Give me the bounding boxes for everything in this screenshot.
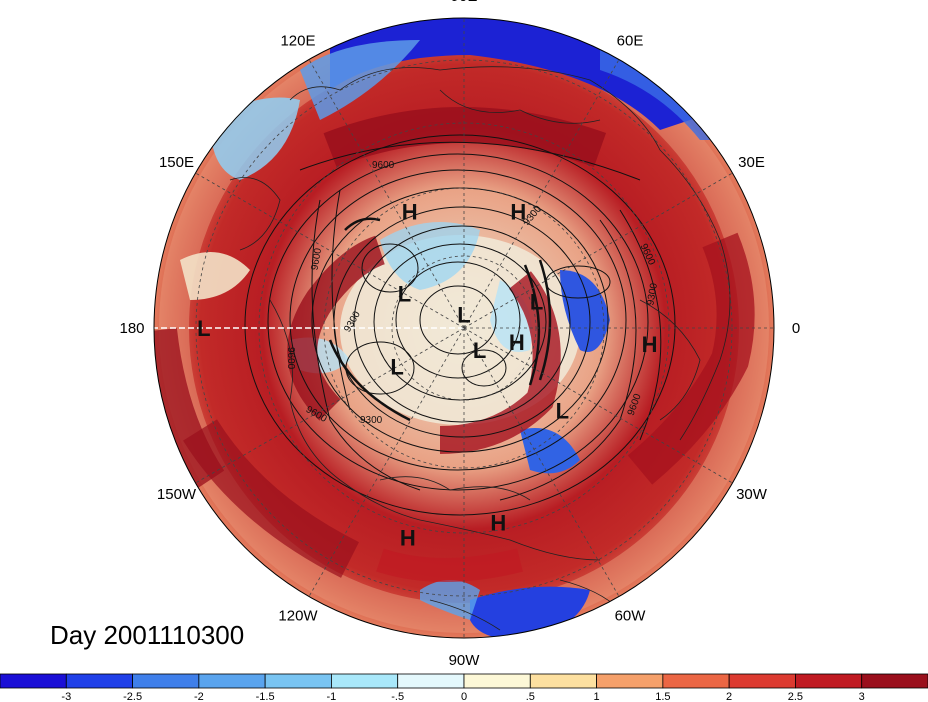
low-pressure-marker: L: [530, 290, 543, 315]
contour-label: 9600: [372, 160, 395, 171]
low-pressure-marker: L: [197, 316, 210, 341]
colorbar-tick-label: -1: [327, 691, 337, 702]
colorbar-swatch: [397, 673, 465, 689]
colorbar-tick-label: 1.5: [655, 691, 670, 702]
colorbar-swatch: [728, 673, 796, 689]
high-pressure-marker: H: [490, 511, 506, 536]
colorbar-swatch: [795, 673, 863, 689]
contour-label: 9300: [645, 282, 660, 306]
colorbar: -3 -2.5 -2 -1.5 -1 -.5 0 .5 1 1.5 2 2.5 3: [0, 673, 928, 702]
map-border: [153, 17, 775, 639]
colorbar-tick-label: 3: [859, 691, 865, 702]
colorbar-swatch: [65, 673, 133, 689]
longitude-label: 120W: [278, 608, 318, 625]
high-pressure-marker: H: [400, 526, 416, 551]
longitude-label: 30W: [736, 486, 768, 503]
longitude-label: 90E: [451, 0, 478, 5]
colorbar-tick-label: -2: [194, 691, 204, 702]
colorbar-tick-label: -3: [61, 691, 71, 702]
high-pressure-marker: H: [642, 332, 658, 357]
longitude-label: 150W: [157, 486, 197, 503]
low-pressure-marker: L: [556, 399, 569, 424]
colorbar-swatch: [861, 673, 928, 689]
longitude-label: 150E: [159, 154, 194, 171]
low-pressure-marker: L: [473, 338, 486, 363]
longitude-label: 30E: [738, 154, 765, 171]
colorbar-swatch: [529, 673, 597, 689]
high-pressure-marker: H: [510, 200, 526, 225]
low-pressure-marker: L: [457, 303, 470, 328]
colorbar-swatch: [662, 673, 730, 689]
graticule: [154, 18, 774, 638]
colorbar-tick-label: 2: [726, 691, 732, 702]
longitude-label: 60W: [615, 608, 647, 625]
colorbar-tick-label: 0: [461, 691, 467, 702]
longitude-label: 90W: [449, 652, 481, 669]
colorbar-swatch: [198, 673, 266, 689]
colorbar-swatch: [596, 673, 664, 689]
contour-label: 9600: [285, 347, 296, 370]
colorbar-tick-label: -.5: [391, 691, 404, 702]
longitude-label: 120E: [280, 33, 315, 50]
contour-label: 9300: [360, 415, 383, 426]
colorbar-tick-label: .5: [526, 691, 535, 702]
longitude-labels: 90E 60E 30E 0 30W 60W 90W 120W 150W 180 150E 120E: [119, 0, 800, 669]
high-pressure-marker: H: [402, 200, 418, 225]
colorbar-swatch: [264, 673, 332, 689]
colorbar-swatch: [0, 673, 67, 689]
page-title: Day 2001110300: [50, 620, 245, 650]
low-pressure-marker: L: [398, 282, 411, 307]
colorbar-swatch: [463, 673, 531, 689]
colorbar-swatch: [331, 673, 399, 689]
longitude-label: 180: [119, 320, 144, 337]
coastlines: [229, 66, 731, 631]
low-pressure-marker: L: [390, 355, 403, 380]
longitude-label: 60E: [617, 33, 644, 50]
colorbar-tick-label: -1.5: [256, 691, 275, 702]
colorbar-swatch: [132, 673, 200, 689]
colorbar-tick-label: -2.5: [123, 691, 142, 702]
colorbar-tick-label: 1: [594, 691, 600, 702]
high-pressure-marker: H: [509, 330, 525, 355]
contour-label: 9600: [309, 247, 324, 271]
colorbar-tick-label: 2.5: [788, 691, 803, 702]
longitude-label: 0: [792, 320, 800, 337]
